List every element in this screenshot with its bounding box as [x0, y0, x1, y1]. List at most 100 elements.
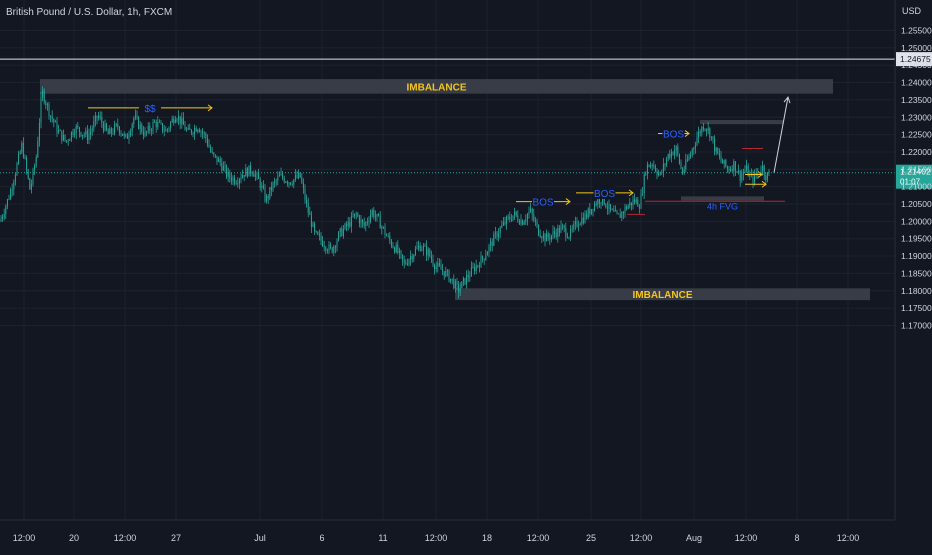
candle-body [678, 154, 680, 164]
candle-body [707, 128, 709, 131]
candle-body [280, 173, 282, 176]
candle-body [238, 179, 240, 184]
annotation-layer: IMBALANCE IMBALANCE 4h FVG $$ BOS BOS BOS [88, 82, 791, 301]
candle-body [152, 122, 154, 131]
candle-body [672, 152, 674, 155]
candle-body [30, 183, 32, 190]
candle-body [458, 284, 460, 293]
price-tick-label: 1.20000 [901, 216, 932, 226]
candle-body [75, 125, 77, 134]
candle-body [246, 168, 248, 177]
candle-body [35, 157, 37, 167]
time-tick-label: 18 [482, 533, 492, 543]
candle-body [339, 228, 341, 233]
candle-body [662, 164, 664, 173]
candle-body [370, 214, 372, 221]
candle-body [53, 119, 55, 123]
candle-body [706, 129, 708, 131]
candle-body [27, 169, 29, 179]
candle-body [395, 244, 397, 253]
candle-body [459, 288, 461, 293]
time-axis[interactable]: 12:00 20 12:00 27 Jul 6 11 12:00 18 12:00 25 12:00 A… [0, 519, 895, 543]
candle-body [272, 182, 274, 190]
candle-body [366, 222, 368, 223]
candle-body [582, 217, 584, 223]
candle-body [331, 247, 333, 253]
candle-body [368, 220, 370, 223]
candle-body [110, 128, 112, 133]
zone-label: IMBALANCE [407, 82, 467, 93]
candle-body [181, 117, 183, 124]
candle-body [578, 225, 580, 227]
candle-body [256, 173, 258, 175]
candle-body [10, 190, 12, 200]
candle-body [318, 234, 320, 236]
time-tick-label: 12:00 [735, 533, 758, 543]
candle-body [230, 177, 232, 182]
candle-body [525, 219, 527, 222]
candle-body [677, 146, 679, 155]
price-tick-label: 1.17000 [901, 320, 932, 330]
candle-body [56, 121, 58, 133]
candle-body [34, 166, 36, 170]
candle-body [534, 220, 536, 222]
candle-body [229, 172, 231, 178]
candle-body [470, 267, 472, 277]
candle-body [162, 123, 164, 132]
candle-body [122, 133, 124, 136]
candle-body [752, 174, 754, 183]
candle-body [46, 103, 48, 105]
horizontal-level[interactable]: 1.24675 [0, 52, 932, 67]
candle-body [93, 121, 95, 129]
candle-body [547, 233, 549, 238]
candle-layer [0, 86, 770, 299]
candle-body [45, 102, 47, 105]
candle-body [606, 207, 608, 209]
candle-body [54, 121, 56, 123]
structure-label: $$ [144, 104, 156, 115]
candle-body [650, 164, 652, 167]
candle-body [408, 259, 410, 265]
candle-body [21, 142, 23, 152]
candle-body [384, 227, 386, 236]
candle-body [211, 151, 213, 153]
candle-body [640, 194, 642, 209]
candle-body [333, 246, 335, 253]
candle-body [346, 223, 348, 227]
candle-body [648, 164, 650, 167]
candle-body [472, 266, 474, 268]
candle-body [421, 249, 423, 251]
candle-body [584, 214, 586, 223]
candle-body [336, 240, 338, 248]
candle-body [43, 90, 45, 103]
candle-body [510, 219, 512, 221]
candle-body [486, 252, 488, 256]
candle-body [330, 244, 332, 248]
candle-body [422, 246, 424, 250]
candle-body [136, 115, 138, 118]
candle-body [632, 199, 634, 206]
candle-body [142, 131, 144, 136]
candle-body [451, 278, 453, 280]
candle-body [490, 241, 492, 246]
candle-body [133, 117, 135, 124]
candle-body [248, 165, 250, 177]
candle-body [282, 173, 284, 178]
candle-body [194, 127, 196, 135]
candle-body [18, 153, 20, 164]
candle-body [539, 235, 541, 238]
candle-body [286, 181, 288, 184]
candle-body [147, 125, 149, 132]
candle-body [59, 130, 61, 132]
candle-body [622, 212, 624, 214]
candle-body [541, 237, 543, 239]
candle-body [163, 131, 165, 132]
candle-body [515, 211, 517, 216]
candle-body [86, 130, 88, 140]
candle-body [70, 131, 72, 140]
candle-body [614, 210, 616, 212]
price-axis[interactable]: 1.25500 1.25000 1.24500 1.24000 1.23500 1.230… [894, 0, 932, 520]
candle-body [501, 225, 503, 228]
